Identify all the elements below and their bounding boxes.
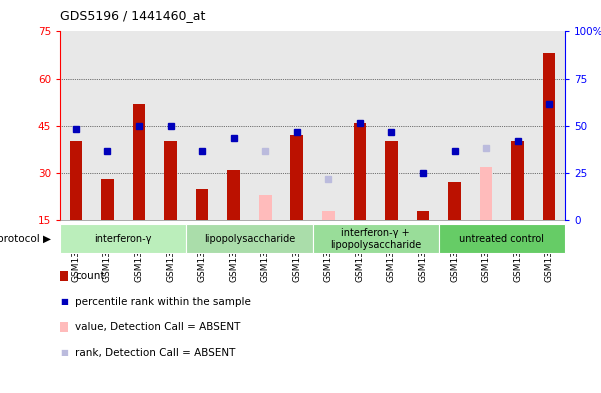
Text: GDS5196 / 1441460_at: GDS5196 / 1441460_at	[60, 9, 206, 22]
Bar	[322, 211, 335, 220]
Bar	[511, 141, 524, 220]
Text: rank, Detection Call = ABSENT: rank, Detection Call = ABSENT	[75, 348, 236, 358]
Bar	[133, 104, 145, 220]
Text: value, Detection Call = ABSENT: value, Detection Call = ABSENT	[75, 322, 240, 332]
Text: ■: ■	[60, 348, 68, 357]
Text: protocol ▶: protocol ▶	[0, 234, 51, 244]
Bar	[416, 211, 429, 220]
Text: untreated control: untreated control	[459, 234, 545, 244]
Bar	[196, 189, 209, 220]
Bar	[353, 123, 366, 220]
Bar	[290, 135, 303, 220]
Bar	[101, 179, 114, 220]
Text: percentile rank within the sample: percentile rank within the sample	[75, 297, 251, 307]
Bar	[480, 167, 492, 220]
Text: interferon-γ: interferon-γ	[94, 234, 152, 244]
Bar	[259, 195, 272, 220]
Bar	[227, 170, 240, 220]
Bar	[448, 182, 461, 220]
Text: lipopolysaccharide: lipopolysaccharide	[204, 234, 295, 244]
Text: interferon-γ +
lipopolysaccharide: interferon-γ + lipopolysaccharide	[330, 228, 421, 250]
Bar	[164, 141, 177, 220]
Bar	[543, 53, 555, 220]
Text: ■: ■	[60, 297, 68, 306]
Text: count: count	[75, 271, 105, 281]
Bar	[385, 141, 398, 220]
Bar	[70, 141, 82, 220]
